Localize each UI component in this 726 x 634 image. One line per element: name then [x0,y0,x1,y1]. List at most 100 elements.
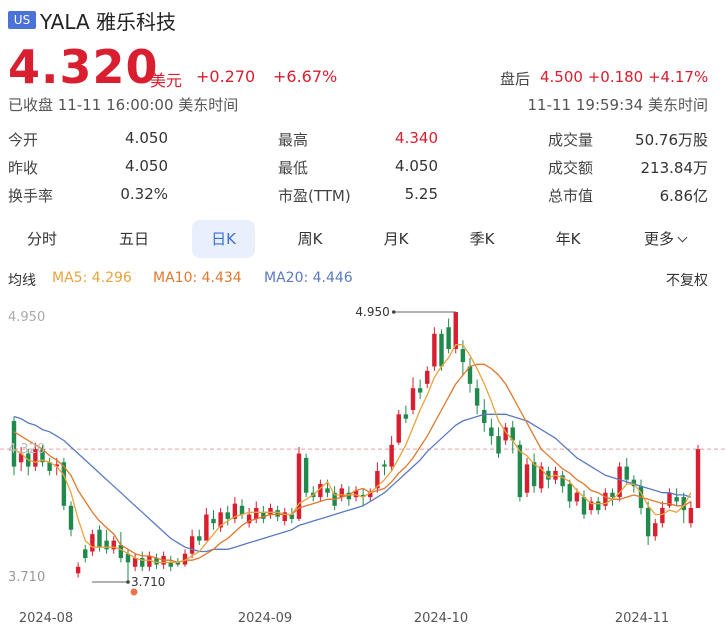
candle-body [389,444,394,467]
candle-body [645,507,651,537]
candle [211,510,216,530]
tab-quarterly-k[interactable]: 季K [469,230,495,248]
tab-intraday[interactable]: 分时 [26,230,57,248]
after-hours-time: 11-11 19:59:34 美东时间 [527,96,709,114]
candle-body [489,427,494,437]
tab-monthly-k[interactable]: 月K [383,230,409,248]
stat-value: 4.050 [125,129,168,147]
candle-body [695,449,701,508]
candle-body [467,366,473,384]
candle-body [225,512,230,519]
candle-body [681,497,686,511]
candle [417,379,423,400]
y-axis-max-label: 4.950 [8,310,45,325]
candle [147,551,152,572]
candle [140,551,145,572]
x-axis-tick-label: 2024-11 [615,611,669,626]
stat-label: 最低 [278,159,309,177]
stat-value: 4.050 [395,157,438,175]
candle-body [289,514,295,519]
y-axis-min-label: 3.710 [8,570,45,585]
candle [90,529,95,556]
candle-body [432,333,437,367]
kline-chart[interactable]: 4.950 3.710 4.320 4.950 3.710 2024-08 2024-09 2… [0,295,726,634]
candle [531,453,537,493]
candle [645,501,651,545]
stat-value: 4.050 [125,157,168,175]
candle [432,327,437,371]
tab-weekly-k[interactable]: 周K [297,230,323,248]
candle-body [453,312,458,350]
candle-body [588,501,594,511]
tab-more[interactable]: 更多 [634,220,696,258]
event-marker-dot [130,588,138,596]
candle [588,497,594,515]
candle [403,405,409,424]
candle [197,529,202,545]
candle-body [125,553,131,563]
tab-five-day[interactable]: 五日 [118,230,149,248]
candle [467,357,473,393]
candle [125,549,131,582]
candle-body [211,518,216,524]
candle [496,427,501,458]
candle-body [539,466,544,489]
market-badge: US [8,11,36,29]
candle-body [460,349,466,363]
stat-label: 总市值 [548,187,594,205]
candle [303,453,309,498]
ma10-line [13,363,692,564]
candle-body [275,510,280,517]
stat-value: 50.76万股 [635,131,708,149]
candle [425,366,430,389]
stat-label: 市盈(TTM) [278,187,351,205]
candle-body [204,514,209,541]
candle-body [182,553,188,565]
candle [396,409,401,445]
tab-yearly-k[interactable]: 年K [555,230,581,248]
candle [11,416,17,476]
candle-body [61,462,67,506]
candle [275,505,280,522]
candle-body [97,529,102,548]
candle [482,399,487,432]
candle-body [254,507,259,519]
candle [446,318,451,354]
candle [510,420,515,454]
candle [610,488,615,506]
candle-body [261,512,266,519]
candle-body [325,488,330,493]
candle [289,507,295,524]
tab-more-label: 更多 [643,230,674,248]
candle-body [218,512,223,528]
candle-body [75,566,81,574]
candle [111,536,116,554]
candle-body [567,484,572,502]
ma5-line [13,344,692,564]
chevron-down-icon [677,232,688,243]
candle [68,501,74,537]
candle-body [346,492,352,500]
tab-daily-k[interactable]: 日K [192,220,255,258]
candle [667,488,672,508]
stat-value: 5.25 [404,185,438,203]
candle-body [603,492,608,506]
candle [389,436,394,471]
ma10-value: MA10: 4.434 [153,270,242,286]
candle-body [631,479,637,487]
adjust-toggle[interactable]: 不复权 [666,273,708,289]
ref-price-label: 4.320 [8,442,45,457]
candle-body [318,484,323,498]
period-tabs: 分时 五日 日K 周K 月K 季K 年K 更多 [0,220,726,260]
stat-value: 213.84万 [640,159,709,177]
stat-value: 0.32% [120,185,168,203]
ma-label: 均线 [8,273,36,289]
candle-body [68,505,74,530]
candle [83,544,88,563]
stat-label: 昨收 [8,159,39,177]
candle [268,503,273,519]
candle [339,484,344,502]
candle [503,423,508,445]
candle [567,479,572,508]
candle [368,488,373,502]
